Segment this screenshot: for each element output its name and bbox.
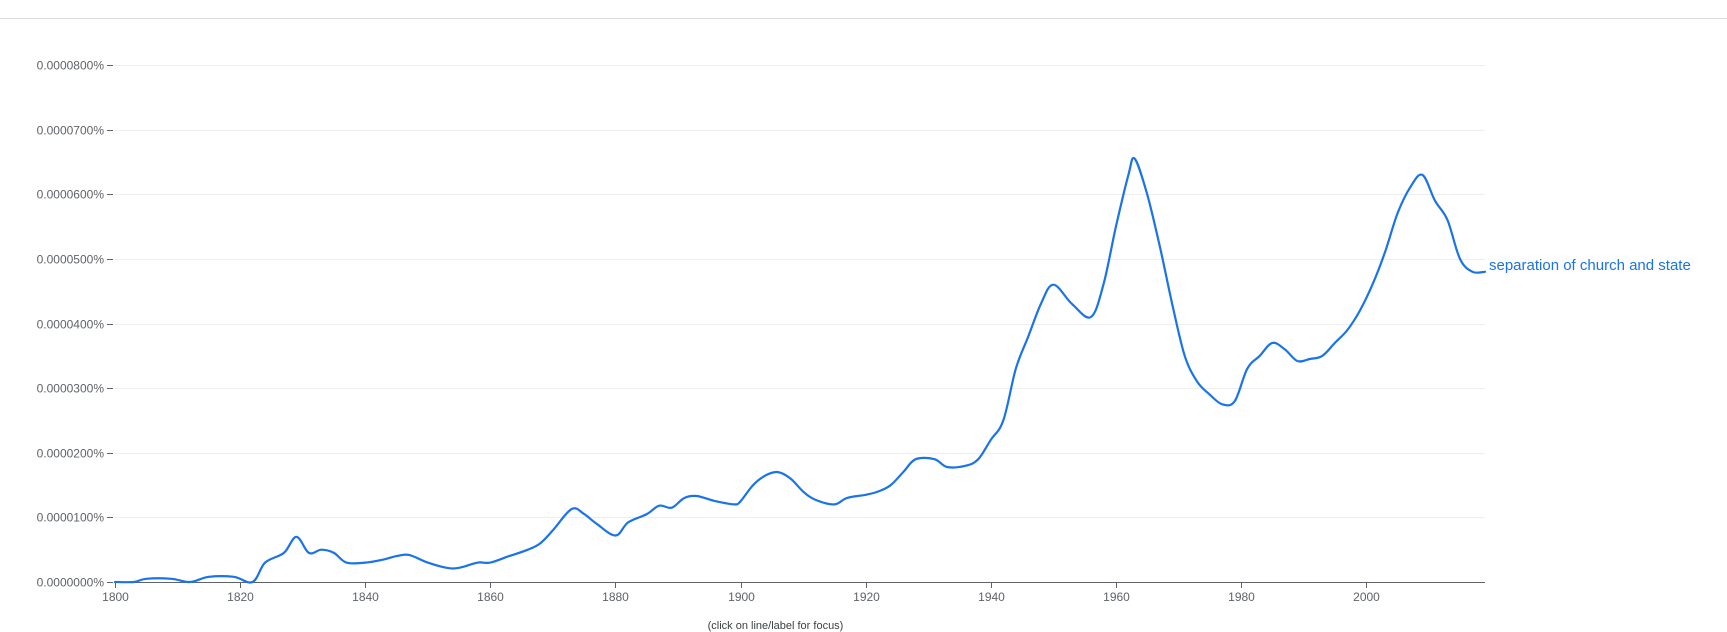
- x-tick-label: 1800: [102, 590, 129, 604]
- y-tick-label: 0.0000200%: [37, 447, 105, 461]
- y-tick-label: 0.0000500%: [37, 253, 105, 267]
- top-divider: [0, 18, 1727, 19]
- x-tick-label: 1880: [602, 590, 629, 604]
- y-axis: 0.0000000% 0.0000100% 0.0000200% 0.0000300%…: [37, 59, 113, 590]
- x-tick-label: 2000: [1353, 590, 1380, 604]
- y-tick-label: 0.0000700%: [37, 124, 105, 138]
- y-tick-label: 0.0000100%: [37, 511, 105, 525]
- x-tick-label: 1960: [1103, 590, 1130, 604]
- x-tick-label: 1980: [1228, 590, 1255, 604]
- series-group: separation of church and state: [113, 156, 1691, 584]
- chart-hint: (click on line/label for focus): [0, 620, 1727, 632]
- y-tick-label: 0.0000600%: [37, 188, 105, 202]
- y-tick-label: 0.0000300%: [37, 382, 105, 396]
- y-tick-label: 0.0000000%: [37, 576, 105, 590]
- x-tick-label: 1840: [352, 590, 379, 604]
- y-tick-label: 0.0000400%: [37, 318, 105, 332]
- x-tick-label: 1920: [853, 590, 880, 604]
- x-tick-label: 1860: [477, 590, 504, 604]
- x-tick-label: 1940: [978, 590, 1005, 604]
- x-tick-label: 1820: [227, 590, 254, 604]
- series-label[interactable]: separation of church and state: [1489, 257, 1691, 274]
- x-tick-label: 1900: [728, 590, 755, 604]
- chart-hint-text: (click on line/label for focus): [707, 620, 844, 632]
- x-axis: 1800 1820 1840 1860 1880 1900 1920 1940 1960 1980…: [102, 582, 1485, 604]
- series-line[interactable]: [113, 156, 1487, 584]
- y-tick-label: 0.0000800%: [37, 59, 105, 73]
- grid: [115, 65, 1485, 518]
